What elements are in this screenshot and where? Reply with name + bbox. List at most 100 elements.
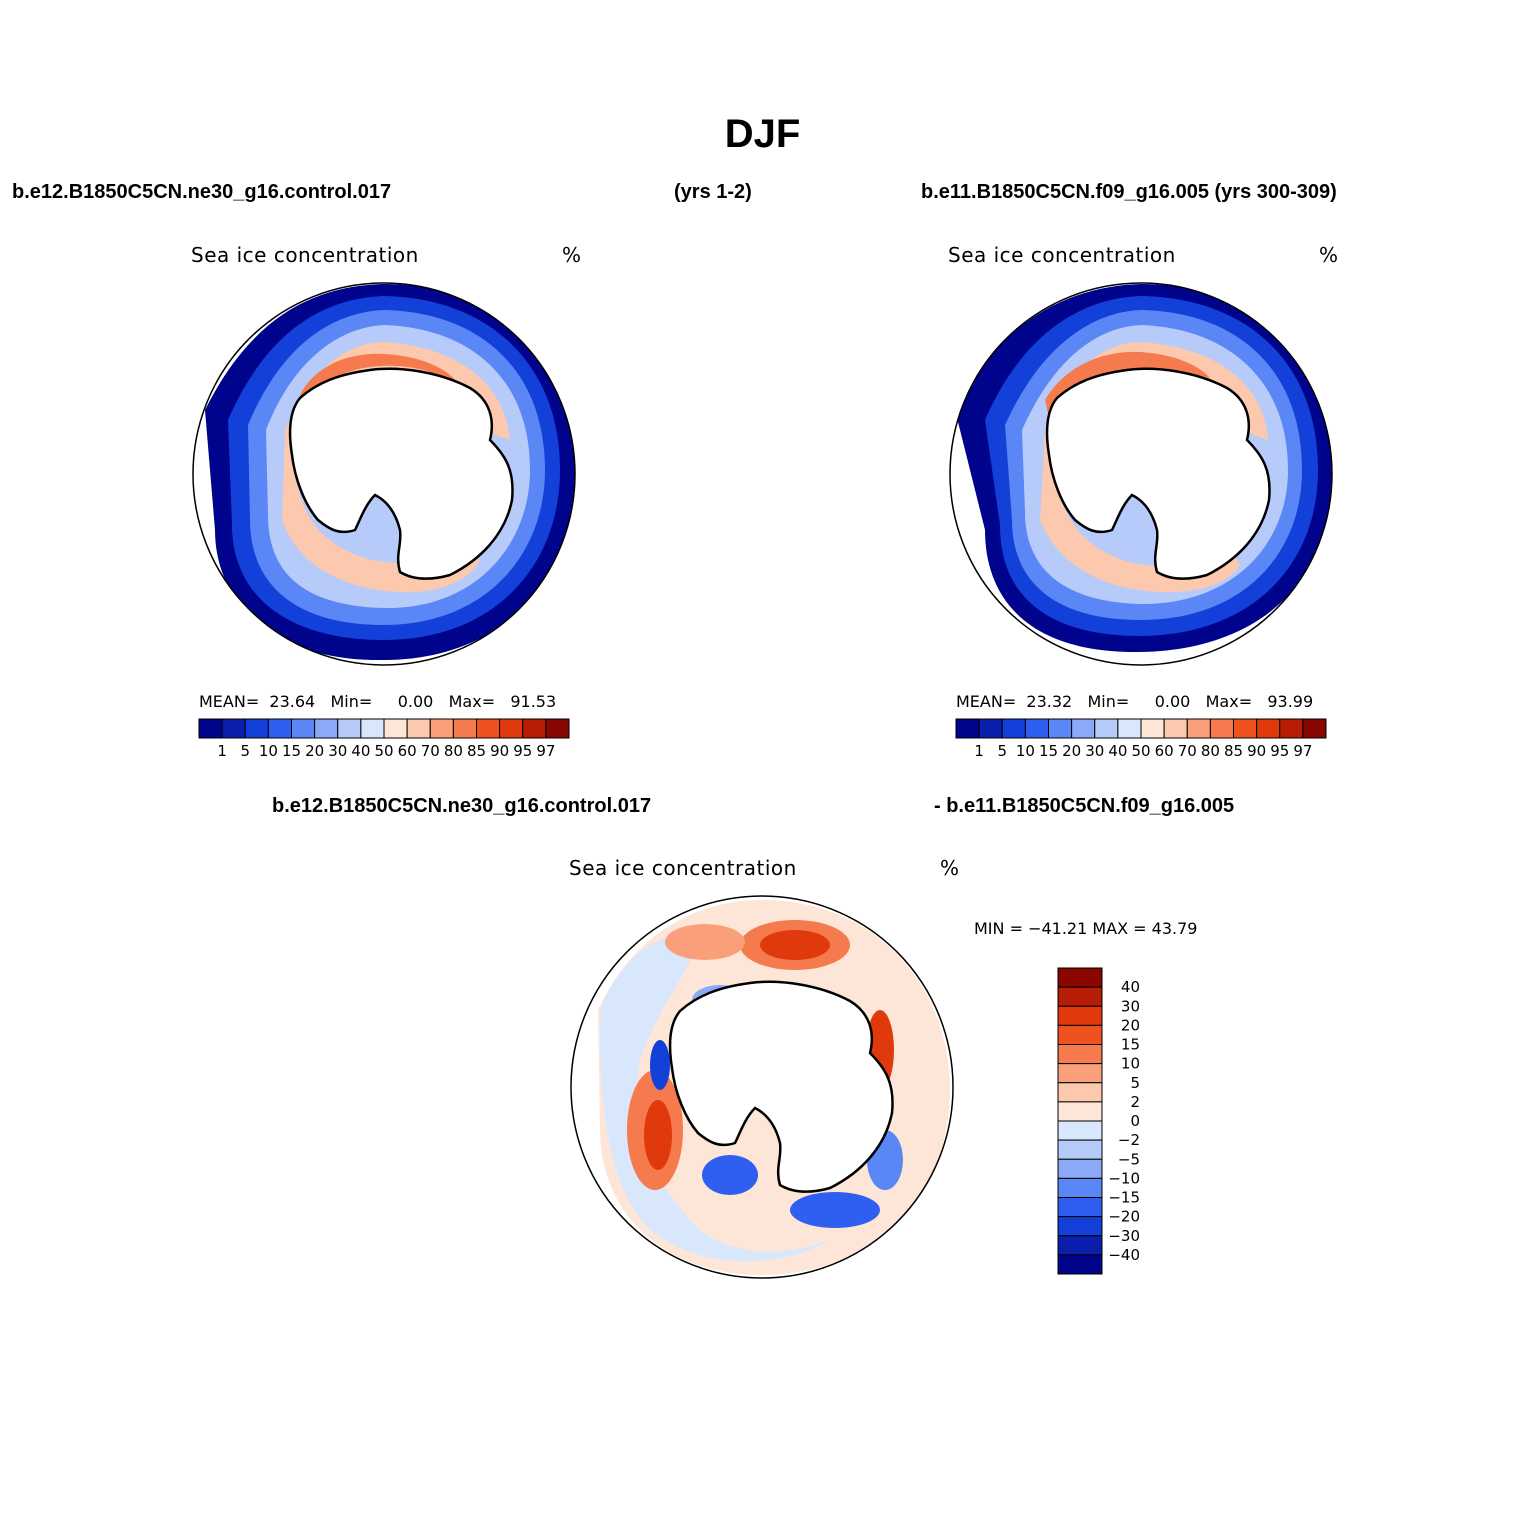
colorbar-box [1163, 718, 1188, 739]
colorbar-box [1057, 1101, 1103, 1122]
colorbar-tick-label: −20 [1108, 1208, 1140, 1226]
colorbar-tick-label: −5 [1118, 1150, 1140, 1168]
colorbar-box [1057, 1177, 1103, 1198]
colorbar-tick-label: 5 [997, 742, 1007, 760]
right-panel-units: % [1319, 243, 1339, 267]
page-title: DJF [724, 112, 801, 156]
colorbar-box [1279, 718, 1304, 739]
left-map-border [192, 282, 576, 666]
right-map-border [949, 282, 1333, 666]
top-left-run-label: b.e12.B1850C5CN.ne30_g16.control.017 [12, 181, 392, 203]
colorbar-box [1001, 718, 1026, 739]
colorbar-box [406, 718, 431, 739]
diff-red-left-core [644, 1100, 672, 1170]
left-panel-stats: MEAN= 23.64 Min= 0.00 Max= 91.53 [199, 692, 557, 711]
colorbar-tick-label: 1 [217, 742, 227, 760]
colorbar-tick-label: 2 [1130, 1093, 1140, 1111]
colorbar-box [267, 718, 292, 739]
right-panel-stats: MEAN= 23.32 Min= 0.00 Max= 93.99 [956, 692, 1314, 711]
colorbar-tick-label: 90 [1247, 742, 1266, 760]
colorbar-box [1117, 718, 1142, 739]
colorbar-tick-label: 85 [467, 742, 486, 760]
top-right-run-label: b.e11.B1850C5CN.f09_g16.005 (yrs 300-309… [921, 181, 1337, 203]
colorbar-tick-label: 20 [1121, 1016, 1140, 1034]
colorbar-box [1057, 1082, 1103, 1103]
colorbar-box [244, 718, 269, 739]
colorbar-tick-label: 10 [1016, 742, 1035, 760]
colorbar-tick-label: 60 [1155, 742, 1174, 760]
colorbar-box [337, 718, 362, 739]
colorbar-tick-label: 80 [1201, 742, 1220, 760]
colorbar-tick-label: 70 [421, 742, 440, 760]
left-colorbar: 1 5 10 15 20 30 40 50 60 70 80 85 90 95 97 [198, 718, 570, 760]
diff-red-topleft [665, 924, 745, 960]
colorbar-tick-label: 80 [444, 742, 463, 760]
colorbar-tick-label: 30 [1121, 997, 1140, 1015]
colorbar-box [1057, 1216, 1103, 1237]
diff-panel-stats: MIN = −41.21 MAX = 43.79 [974, 919, 1198, 938]
diff-panel-units: % [940, 856, 960, 880]
colorbar-box [1071, 718, 1096, 739]
colorbar-box [452, 718, 477, 739]
colorbar-tick-label: 10 [1121, 1055, 1140, 1073]
colorbar-box [1256, 718, 1281, 739]
right-colorbar: 1 5 10 15 20 30 40 50 60 70 80 85 90 95 97 [955, 718, 1327, 760]
colorbar-box [1057, 1120, 1103, 1141]
diff-red-top-core [760, 930, 830, 960]
colorbar-box [1057, 986, 1103, 1007]
colorbar-box [1057, 1235, 1103, 1256]
colorbar-tick-label: 50 [1131, 742, 1150, 760]
bottom-right-run-label: - b.e11.B1850C5CN.f09_g16.005 [934, 795, 1235, 817]
colorbar-tick-label: −40 [1108, 1246, 1140, 1264]
colorbar-box [1140, 718, 1165, 739]
diff-panel-variable-title: Sea ice concentration [569, 856, 797, 880]
colorbar-box [360, 718, 385, 739]
antarctica [288, 367, 514, 580]
colorbar-tick-label: 1 [974, 742, 984, 760]
colorbar-box [314, 718, 339, 739]
colorbar-box [1057, 1197, 1103, 1218]
colorbar-tick-label: 95 [513, 742, 532, 760]
colorbar-tick-label: 90 [490, 742, 509, 760]
colorbar-box [1048, 718, 1073, 739]
colorbar-tick-label: 97 [536, 742, 555, 760]
colorbar-box [429, 718, 454, 739]
colorbar-tick-label: 70 [1178, 742, 1197, 760]
colorbar-tick-label: −30 [1108, 1227, 1140, 1245]
colorbar-box [291, 718, 316, 739]
colorbar-tick-label: 40 [1121, 978, 1140, 996]
bottom-left-run-label: b.e12.B1850C5CN.ne30_g16.control.017 [272, 795, 652, 817]
colorbar-tick-label: 60 [398, 742, 417, 760]
ice-band-6 [300, 353, 455, 420]
colorbar-box [1057, 1063, 1103, 1084]
diff-blue-lower [702, 1155, 758, 1195]
colorbar-box [1057, 1044, 1103, 1065]
colorbar-tick-label: 50 [374, 742, 393, 760]
right-panel-variable-title: Sea ice concentration [948, 243, 1176, 267]
colorbar-tick-label: 5 [1130, 1074, 1140, 1092]
colorbar-tick-label: 30 [328, 742, 347, 760]
colorbar-tick-label: 0 [1130, 1112, 1140, 1130]
left-panel-variable-title: Sea ice concentration [191, 243, 419, 267]
colorbar-box [1057, 967, 1103, 988]
colorbar-box [1057, 1005, 1103, 1026]
colorbar-tick-label: 97 [1293, 742, 1312, 760]
colorbar-tick-label: −15 [1108, 1189, 1140, 1207]
colorbar-box [1057, 1024, 1103, 1045]
colorbar-tick-label: 5 [240, 742, 250, 760]
colorbar-box [1209, 718, 1234, 739]
colorbar-box [1186, 718, 1211, 739]
colorbar-tick-label: −10 [1108, 1169, 1140, 1187]
colorbar-box [1057, 1254, 1103, 1275]
colorbar-tick-label: 15 [1121, 1036, 1140, 1054]
colorbar-tick-label: 40 [1108, 742, 1127, 760]
colorbar-box [1057, 1139, 1103, 1160]
colorbar-box [978, 718, 1003, 739]
colorbar-box [955, 718, 980, 739]
colorbar-box [476, 718, 501, 739]
left-panel-units: % [562, 243, 582, 267]
antarctica [1045, 367, 1271, 580]
colorbar-box [1024, 718, 1049, 739]
diff-polar-map [571, 896, 953, 1278]
